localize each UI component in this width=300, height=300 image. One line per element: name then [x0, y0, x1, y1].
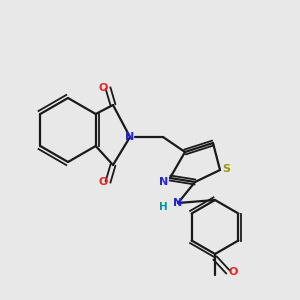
Text: N: N	[125, 132, 135, 142]
Text: H: H	[159, 202, 167, 212]
Text: O: O	[228, 267, 238, 277]
Text: O: O	[98, 83, 108, 93]
Text: N: N	[173, 198, 183, 208]
Text: S: S	[222, 164, 230, 174]
Text: O: O	[98, 177, 108, 187]
Text: N: N	[159, 177, 169, 187]
